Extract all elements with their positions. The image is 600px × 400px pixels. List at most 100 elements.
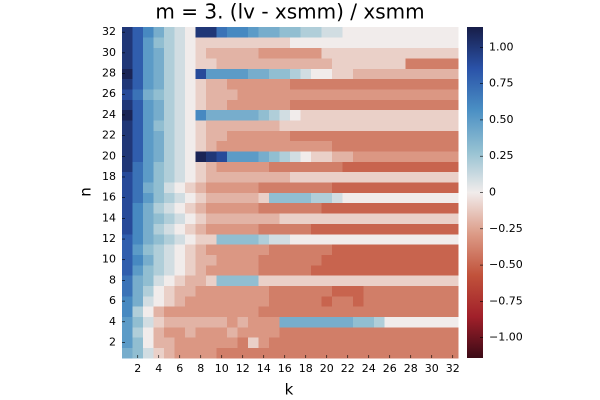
heatmap-cell xyxy=(143,254,154,266)
heatmap-cell xyxy=(227,171,238,183)
heatmap-cell xyxy=(311,285,322,297)
heatmap-cell xyxy=(437,140,448,152)
heatmap-cell xyxy=(311,316,322,328)
heatmap-cell xyxy=(132,89,144,100)
heatmap-cell xyxy=(206,89,217,100)
heatmap-cell xyxy=(248,78,259,90)
heatmap-cell xyxy=(269,264,280,276)
heatmap-cell xyxy=(185,326,196,338)
heatmap-cell xyxy=(416,140,427,152)
heatmap-cell xyxy=(237,182,249,193)
heatmap-cell xyxy=(185,161,196,173)
heatmap-cell xyxy=(195,264,207,276)
heatmap-cell xyxy=(300,130,312,142)
heatmap-cell xyxy=(416,264,427,276)
heatmap-cell xyxy=(143,120,154,131)
heatmap-cell xyxy=(237,120,249,131)
heatmap-cell xyxy=(416,254,427,266)
heatmap-cell xyxy=(437,264,448,276)
heatmap-cell xyxy=(185,140,196,152)
heatmap-cell xyxy=(353,99,364,111)
heatmap-cell xyxy=(164,316,175,328)
heatmap-cell xyxy=(132,275,144,286)
heatmap-cell xyxy=(342,202,354,214)
heatmap-cell xyxy=(143,306,154,318)
heatmap-cell xyxy=(227,109,238,121)
heatmap-cell xyxy=(426,337,438,349)
heatmap-cell xyxy=(300,337,312,349)
heatmap-cell xyxy=(132,264,144,276)
heatmap-cell xyxy=(384,244,396,255)
y-tick-label: 2 xyxy=(109,335,116,348)
heatmap-cell xyxy=(195,347,207,359)
heatmap-cell xyxy=(279,99,291,111)
heatmap-cell xyxy=(353,326,364,338)
heatmap-cell xyxy=(332,120,343,131)
heatmap-cell xyxy=(216,89,228,100)
heatmap-cell xyxy=(153,68,165,80)
heatmap-cell xyxy=(122,316,133,328)
heatmap-cell xyxy=(195,130,207,142)
heatmap-cell xyxy=(374,264,385,276)
heatmap-cell xyxy=(416,130,427,142)
heatmap-cell xyxy=(290,306,301,318)
heatmap-cell xyxy=(300,58,312,69)
heatmap-cell xyxy=(447,109,459,121)
heatmap-cell xyxy=(311,140,322,152)
heatmap-cell xyxy=(206,275,217,286)
colorbar-tick-label: −0.75 xyxy=(489,294,523,307)
heatmap-cell xyxy=(311,68,322,80)
heatmap-cell xyxy=(374,337,385,349)
heatmap-cell xyxy=(342,89,354,100)
heatmap-cell xyxy=(332,140,343,152)
heatmap-cell xyxy=(321,316,333,328)
heatmap-cell xyxy=(185,306,196,318)
heatmap-cell xyxy=(195,27,207,38)
heatmap-cell xyxy=(164,99,175,111)
heatmap-cell xyxy=(279,244,291,255)
heatmap-cell xyxy=(405,316,417,328)
heatmap-cell xyxy=(269,99,280,111)
heatmap-cell xyxy=(321,109,333,121)
heatmap-cell xyxy=(437,89,448,100)
heatmap-cell xyxy=(437,161,448,173)
heatmap-cell xyxy=(290,78,301,90)
heatmap-cell xyxy=(269,120,280,131)
heatmap-cell xyxy=(405,213,417,224)
heatmap-cell xyxy=(426,244,438,255)
heatmap-cell xyxy=(227,223,238,235)
heatmap-cell xyxy=(279,264,291,276)
heatmap-cell xyxy=(248,254,259,266)
heatmap-cell xyxy=(353,244,364,255)
heatmap-cell xyxy=(143,233,154,245)
heatmap-cell xyxy=(290,89,301,100)
heatmap-cell xyxy=(342,295,354,307)
heatmap-cell xyxy=(342,326,354,338)
heatmap-cell xyxy=(437,182,448,193)
heatmap-cell xyxy=(416,58,427,69)
heatmap-cell xyxy=(290,213,301,224)
colorbar-tick-label: 0.25 xyxy=(489,149,514,162)
heatmap-cell xyxy=(311,306,322,318)
heatmap-cell xyxy=(300,140,312,152)
heatmap-cell xyxy=(416,244,427,255)
heatmap-cell xyxy=(395,337,406,349)
heatmap-cell xyxy=(363,99,375,111)
heatmap-cell xyxy=(374,285,385,297)
heatmap-cell xyxy=(279,58,291,69)
heatmap-cell xyxy=(248,120,259,131)
heatmap-cell xyxy=(353,109,364,121)
heatmap-cell xyxy=(122,192,133,204)
heatmap-cell xyxy=(237,192,249,204)
heatmap-cell xyxy=(353,223,364,235)
heatmap-cell xyxy=(416,27,427,38)
heatmap-cell xyxy=(342,306,354,318)
heatmap-cell xyxy=(447,89,459,100)
heatmap-cell xyxy=(353,275,364,286)
x-tick-label: 22 xyxy=(341,362,355,375)
heatmap-cell xyxy=(279,182,291,193)
heatmap-cell xyxy=(237,244,249,255)
heatmap-cell xyxy=(353,254,364,266)
heatmap-cell xyxy=(426,306,438,318)
heatmap-cell xyxy=(122,109,133,121)
